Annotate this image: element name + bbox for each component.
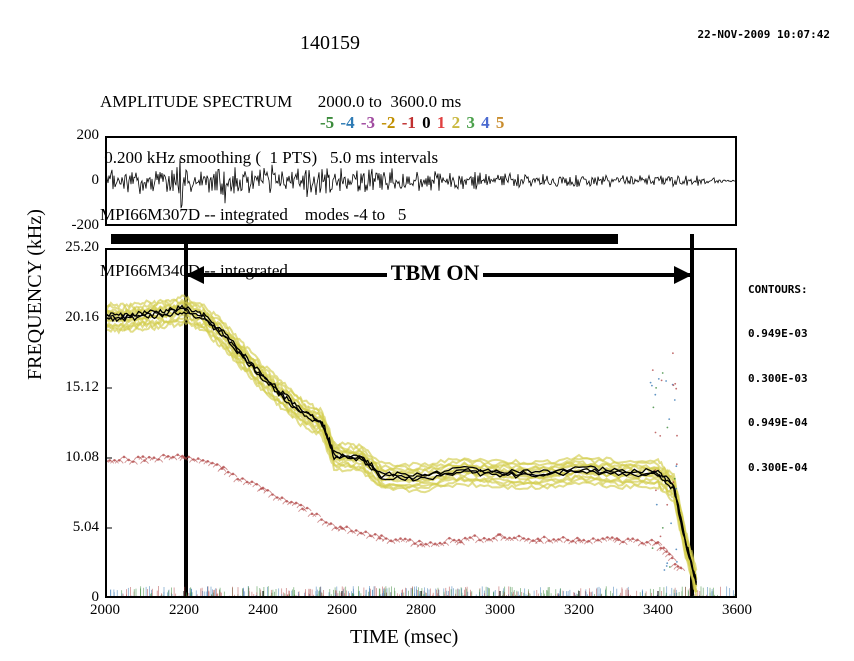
- mode-label: -5: [320, 113, 334, 132]
- ytick-top: 200: [39, 127, 99, 144]
- xtick: 2600: [317, 602, 367, 619]
- xtick: 2400: [238, 602, 288, 619]
- contour-level-0: 0.949E-03: [748, 327, 808, 342]
- mode-label: 0: [422, 113, 431, 132]
- ytick-bottom: 15.12: [39, 379, 99, 396]
- shot-number: 140159: [300, 32, 360, 55]
- xtick: 3200: [554, 602, 604, 619]
- mode-label: -2: [381, 113, 395, 132]
- x-axis-label: TIME (msec): [350, 626, 458, 649]
- mode-label: 5: [496, 113, 505, 132]
- mode-label: 3: [466, 113, 475, 132]
- mode-label: -4: [340, 113, 354, 132]
- contours-box: CONTOURS: 0.949E-03 0.300E-03 0.949E-04 …: [748, 253, 808, 491]
- ytick-top: -200: [39, 217, 99, 234]
- mode-label: 1: [437, 113, 446, 132]
- xtick: 2200: [159, 602, 209, 619]
- ytick-bottom: 5.04: [39, 519, 99, 536]
- xtick: 3600: [712, 602, 762, 619]
- contour-level-3: 0.300E-04: [748, 461, 808, 476]
- mode-label: 4: [481, 113, 490, 132]
- mode-label: -3: [361, 113, 375, 132]
- mode-label: -1: [402, 113, 416, 132]
- y-axis-label: FREQUENCY (kHz): [24, 209, 47, 380]
- top-panel-frame: [105, 136, 737, 226]
- timestamp-text: 22-NOV-2009 10:07:42: [698, 28, 830, 41]
- ytick-bottom: 10.08: [39, 449, 99, 466]
- xtick: 3400: [633, 602, 683, 619]
- ytick-bottom: 20.16: [39, 309, 99, 326]
- xtick: 2000: [80, 602, 130, 619]
- contour-level-1: 0.300E-03: [748, 372, 808, 387]
- plot-area: TBM ON -200020005.0410.0815.1220.1625.20…: [105, 136, 737, 626]
- xtick: 2800: [396, 602, 446, 619]
- bottom-panel-frame: [105, 248, 737, 598]
- ytick-top: 0: [39, 172, 99, 189]
- mode-label: 2: [452, 113, 461, 132]
- xtick: 3000: [475, 602, 525, 619]
- ytick-bottom: 25.20: [39, 239, 99, 256]
- mode-legend: -5 -4 -3 -2 -1 0 1 2 3 4 5: [320, 113, 506, 133]
- contour-level-2: 0.949E-04: [748, 416, 808, 431]
- header-line-1: AMPLITUDE SPECTRUM 2000.0 to 3600.0 ms: [100, 93, 461, 112]
- contours-title: CONTOURS:: [748, 283, 808, 298]
